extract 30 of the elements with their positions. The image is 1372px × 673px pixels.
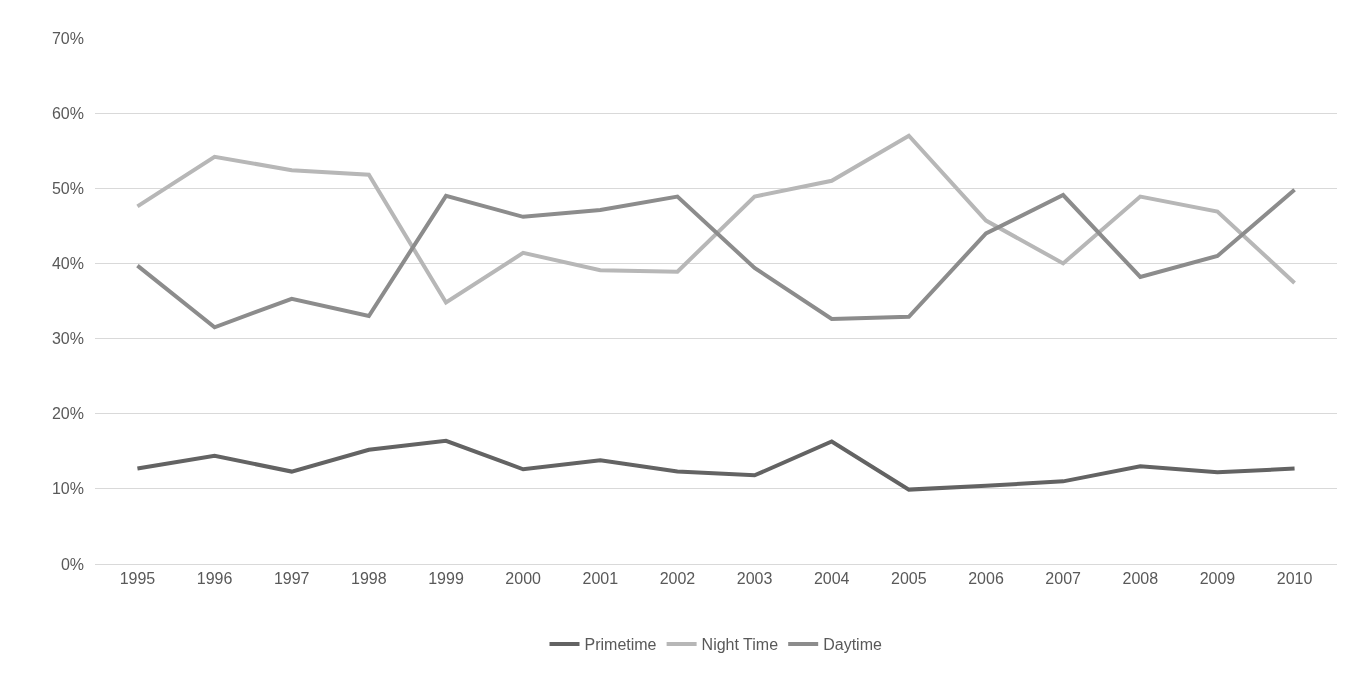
y-tick-label: 10% [51, 480, 84, 498]
y-tick-label: 70% [51, 29, 84, 47]
legend-label: Primetime [584, 636, 657, 654]
y-tick-label: 30% [51, 330, 84, 348]
x-tick-label: 2003 [736, 570, 773, 588]
line-series [135, 133, 1297, 305]
x-tick-label: 1999 [428, 570, 464, 588]
x-tick-label: 1998 [351, 570, 387, 588]
x-tick-label: 1996 [196, 570, 233, 588]
line-series [135, 187, 1297, 330]
x-tick-label: 2004 [813, 570, 850, 588]
x-tick-label: 2005 [891, 570, 927, 588]
x-tick-label: 2006 [968, 570, 1004, 588]
y-tick-label: 60% [51, 104, 84, 122]
y-tick-label: 0% [60, 555, 84, 573]
x-tick-label: 2000 [505, 570, 542, 588]
x-tick-label: 2007 [1045, 570, 1082, 588]
legend-label: Daytime [823, 636, 882, 654]
y-tick-label: 20% [51, 405, 84, 423]
x-tick-label: 2001 [582, 570, 619, 588]
x-tick-label: 2009 [1199, 570, 1236, 588]
line-series [135, 438, 1297, 492]
x-tick-label: 1995 [119, 570, 156, 588]
legend-label: Night Time [701, 636, 779, 654]
x-tick-label: 2010 [1276, 570, 1313, 588]
x-tick-label: 1997 [273, 570, 310, 588]
x-tick-label: 2002 [659, 570, 696, 588]
y-tick-label: 40% [51, 255, 84, 273]
x-tick-label: 2008 [1122, 570, 1159, 588]
y-tick-label: 50% [51, 179, 84, 197]
